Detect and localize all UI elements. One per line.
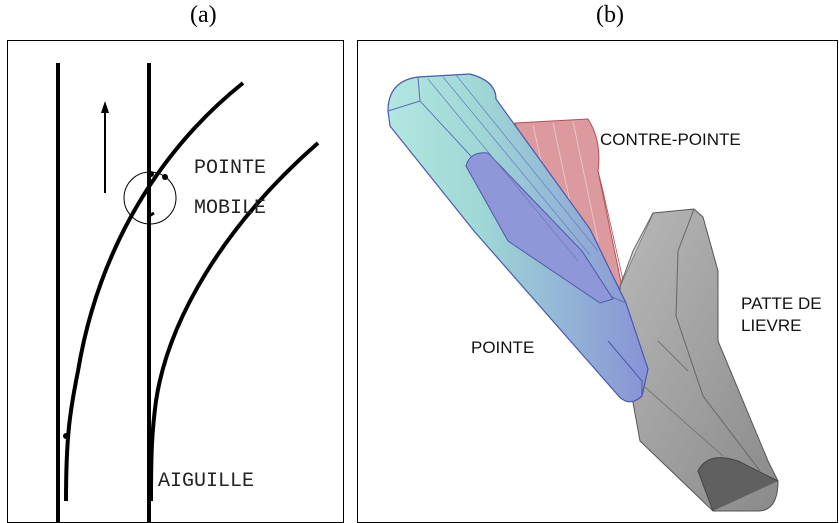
moveable-point-tip (147, 196, 155, 219)
pointe-part (387, 73, 649, 403)
joint-dot (148, 171, 154, 177)
label-pointe: POINTE (194, 157, 266, 180)
label-patte-de: PATTE DE (741, 294, 822, 313)
label-mobile: MOBILE (194, 197, 266, 220)
label-lievre: LIEVRE (741, 316, 801, 335)
panel-a-track-diagram: POINTE MOBILE AIGUILLE (7, 40, 344, 523)
caption-b: (b) (596, 2, 624, 28)
label-pointe-3d: POINTE (471, 338, 534, 357)
label-contre-pointe: CONTRE-POINTE (600, 130, 741, 149)
direction-arrow-head (101, 101, 109, 113)
label-aiguille: AIGUILLE (158, 470, 254, 493)
patte-de-lievre-part (619, 208, 779, 512)
diverging-rail-inner (64, 81, 245, 502)
joint-dot (148, 433, 154, 439)
caption-a: (a) (190, 2, 217, 28)
joint-dot (63, 433, 69, 439)
panel-b-3d-rendering: CONTRE-POINTE PATTE DE LIEVRE POINTE (357, 40, 838, 523)
joint-dot (162, 174, 168, 180)
crossing-3d-render: CONTRE-POINTE PATTE DE LIEVRE POINTE (387, 73, 822, 512)
diverging-rail-outer (149, 141, 320, 502)
track-schematic: POINTE MOBILE AIGUILLE (56, 63, 320, 522)
